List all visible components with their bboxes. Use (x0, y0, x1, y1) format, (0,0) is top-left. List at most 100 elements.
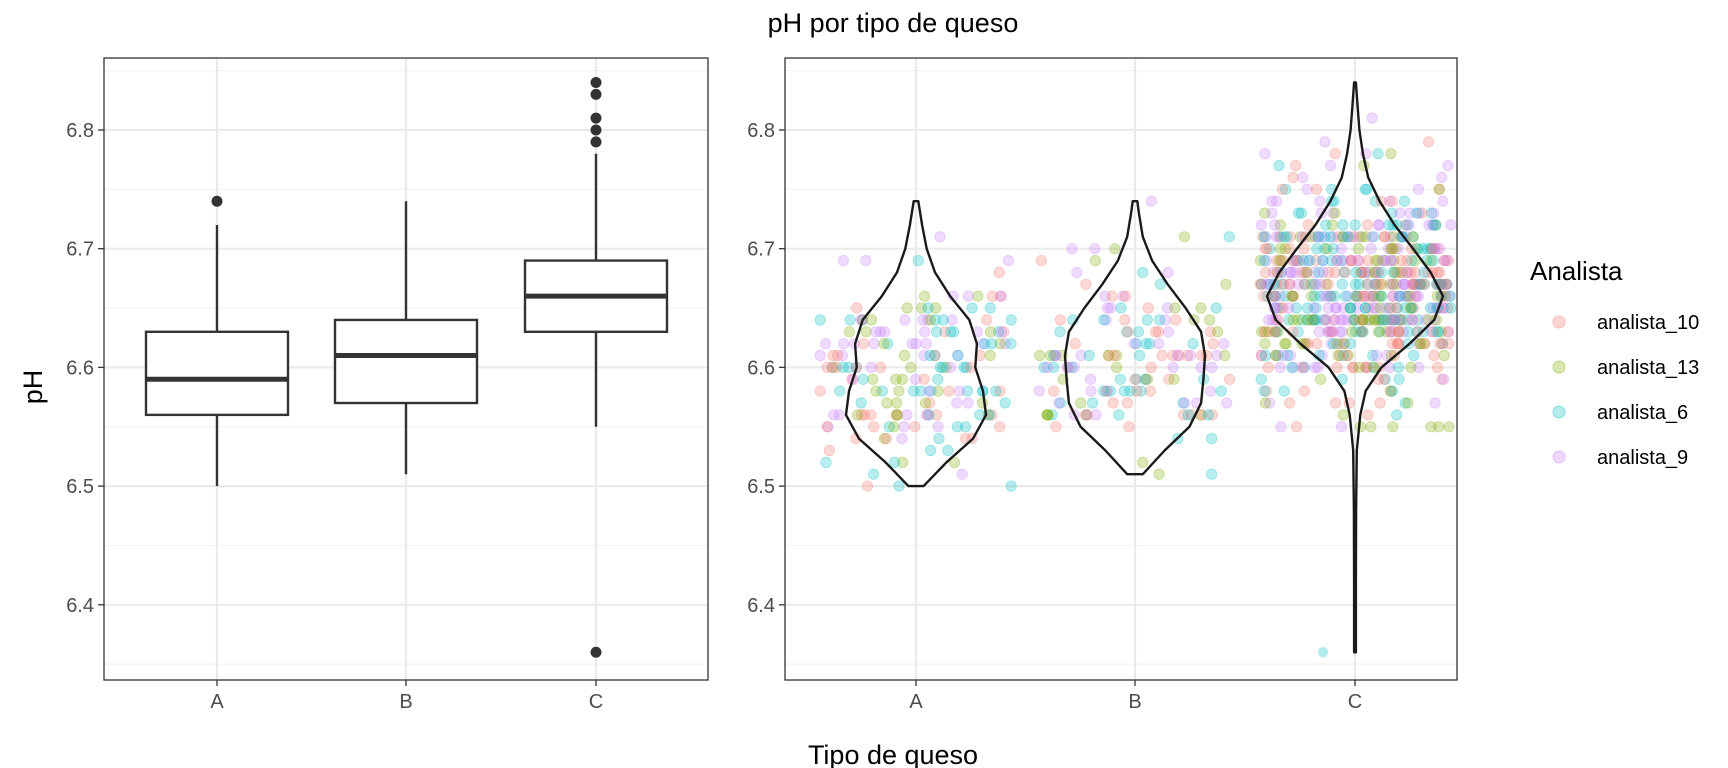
jitter-point (1409, 290, 1421, 302)
jitter-point (1258, 326, 1270, 338)
jitter-point (1296, 266, 1308, 278)
jitter-point (937, 314, 949, 326)
jitter-point (1054, 397, 1067, 409)
jitter-point (1298, 278, 1310, 290)
jitter-point (865, 361, 877, 373)
jitter-point (1372, 148, 1384, 160)
jitter-point (1388, 314, 1401, 326)
jitter-point (937, 361, 949, 373)
jitter-point (1437, 195, 1449, 207)
violin-marks (844, 81, 1445, 654)
jitter-point (1371, 278, 1383, 290)
jitter-point (1355, 266, 1367, 278)
jitter-point (1344, 302, 1357, 314)
jitter-point (1084, 373, 1097, 385)
jitter-point (1005, 480, 1017, 492)
jitter-point (1083, 349, 1095, 362)
jitter-point (1387, 266, 1399, 278)
jitter-point (958, 361, 970, 373)
jitter-point (1117, 290, 1129, 302)
jitter-point (1041, 409, 1053, 421)
jitter-point (1336, 326, 1348, 338)
jitter-point (1387, 278, 1400, 290)
jitter-point (1345, 255, 1358, 267)
jitter-point (1312, 231, 1324, 243)
jitter-point (1308, 290, 1321, 302)
jitter-point (1353, 278, 1365, 290)
jitter-point (1428, 219, 1440, 231)
jitter-point (1410, 290, 1423, 302)
jitter-point (1297, 171, 1309, 184)
jitter-point (1371, 266, 1383, 278)
jitter-point (1260, 385, 1272, 397)
jitter-point (1339, 266, 1351, 278)
jitter-point (1124, 385, 1136, 397)
jitter-point (1359, 302, 1372, 314)
jitter-point (1329, 314, 1341, 326)
jitter-point (1348, 231, 1360, 243)
jitter-point (1387, 290, 1399, 302)
jitter-point (1442, 160, 1454, 172)
jitter-point (915, 302, 928, 314)
jitter-group-A (814, 231, 1017, 492)
jitter-point (1266, 195, 1278, 207)
jitter-point (1394, 207, 1406, 219)
jitter-point (1140, 338, 1152, 350)
jitter-point (1428, 349, 1440, 362)
jitter-point (1038, 361, 1050, 373)
jitter-point (1375, 266, 1388, 278)
jitter-point (1363, 302, 1375, 314)
jitter-point (827, 349, 839, 362)
jitter-point (917, 314, 929, 326)
jitter-point (1424, 243, 1436, 255)
jitter-point (1284, 397, 1296, 409)
jitter-point (999, 338, 1011, 350)
jitter-point (1387, 338, 1399, 350)
jitter-point (972, 290, 984, 302)
jitter-point (1178, 409, 1190, 421)
legend-title: Analista (1530, 256, 1623, 286)
violin-panel-border (784, 57, 1458, 681)
jitter-point (1341, 349, 1353, 362)
jitter-point (1278, 385, 1290, 397)
jitter-point (1367, 290, 1379, 302)
jitter-point (1369, 255, 1381, 267)
jitter-point (882, 338, 894, 350)
jitter-point (1098, 314, 1110, 326)
jitter-point (867, 468, 880, 480)
jitter-point (1106, 290, 1118, 302)
jitter-point (1391, 409, 1403, 421)
jitter-point (1404, 290, 1416, 302)
jitter-point (1173, 349, 1185, 362)
jitter-point (1282, 349, 1294, 362)
jitter-point (1414, 278, 1426, 290)
jitter-point (1301, 266, 1313, 278)
jitter-point (1089, 255, 1101, 267)
jitter-point (1328, 314, 1340, 326)
jitter-point (1290, 255, 1302, 267)
jitter-point (1107, 397, 1119, 409)
jitter-point (1347, 314, 1359, 326)
jitter-point (1433, 183, 1445, 195)
jitter-point (1301, 314, 1313, 326)
jitter-point (1266, 207, 1278, 219)
jitter-point (891, 409, 904, 421)
jitter-point (1432, 266, 1444, 278)
jitter-point (1348, 314, 1360, 326)
jitter-point (921, 409, 934, 421)
jitter-point (1366, 231, 1378, 243)
box-A (144, 195, 290, 487)
jitter-point (920, 338, 932, 350)
jitter-point (1206, 361, 1218, 373)
jitter-point (1156, 349, 1168, 362)
jitter-point (925, 385, 937, 397)
violin-B (1063, 200, 1207, 476)
jitter-point (1368, 361, 1380, 373)
jitter-point (1046, 409, 1058, 421)
jitter-point (1385, 255, 1397, 267)
jitter-point (1312, 361, 1324, 373)
jitter-point (1418, 278, 1431, 290)
jitter-point (1309, 361, 1321, 373)
jitter-point (1397, 326, 1409, 338)
jitter-point (1318, 314, 1330, 326)
